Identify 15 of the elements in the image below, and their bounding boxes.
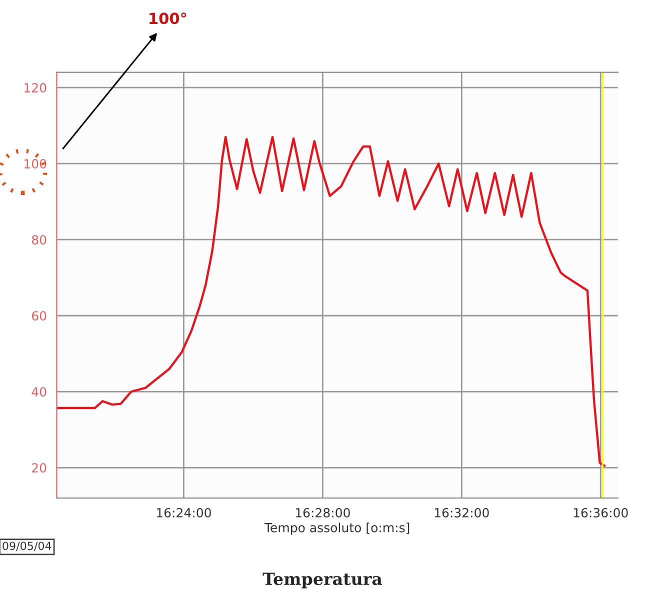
text: 100°: [150, 12, 186, 24]
text: Temperatura: [262, 572, 382, 588]
y-tick-label: 120: [24, 83, 46, 92]
text: 09/05/04: [2, 542, 52, 551]
line-series: [56, 136, 606, 467]
x-tick-label: 16:32:00: [434, 508, 489, 518]
y-tick-label: 20: [32, 463, 46, 473]
x-axis-title: Tempo assoluto [o:m:s]: [264, 522, 410, 535]
x-tick-label: 16:36:00: [574, 508, 628, 518]
y-tick-label: 100: [24, 159, 46, 169]
y-tick-label: 60: [32, 311, 46, 321]
x-tick-label: 16:28:00: [296, 508, 350, 518]
y-tick-label: 40: [32, 387, 46, 397]
y-tick-label: 80: [32, 235, 46, 245]
x-tick-label: 16:24:00: [157, 508, 211, 518]
